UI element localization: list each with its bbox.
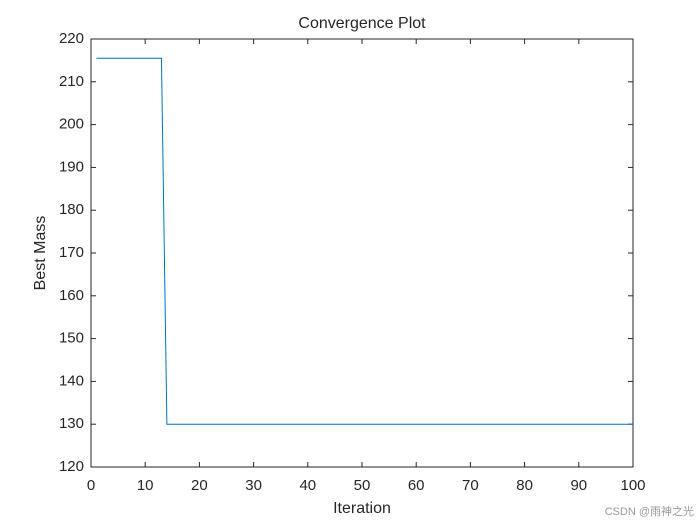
y-tick-label: 150 <box>59 330 84 347</box>
y-tick-label: 160 <box>59 287 84 304</box>
y-tick-label: 190 <box>59 158 84 175</box>
x-tick-label: 60 <box>408 477 425 494</box>
y-tick-label: 210 <box>59 73 84 90</box>
x-tick-label: 90 <box>570 477 587 494</box>
x-tick-label: 0 <box>87 477 95 494</box>
y-tick-label: 170 <box>59 244 84 261</box>
chart-title: Convergence Plot <box>298 15 426 32</box>
x-tick-label: 50 <box>354 477 371 494</box>
x-tick-label: 40 <box>299 477 316 494</box>
x-tick-label: 20 <box>191 477 208 494</box>
y-tick-label: 140 <box>59 372 84 389</box>
watermark: CSDN @雨神之光 <box>605 504 694 518</box>
x-tick-label: 10 <box>137 477 154 494</box>
x-tick-label: 80 <box>516 477 533 494</box>
x-tick-label: 100 <box>620 477 645 494</box>
x-axis-label: Iteration <box>333 500 391 517</box>
y-tick-label: 200 <box>59 116 84 133</box>
x-tick-label: 30 <box>245 477 262 494</box>
y-axis-label: Best Mass <box>32 216 49 291</box>
data-line <box>96 57 633 425</box>
y-tick-label: 130 <box>59 415 84 432</box>
y-tick-label: 220 <box>59 30 84 47</box>
y-tick-label: 180 <box>59 201 84 218</box>
y-tick-label: 120 <box>59 458 84 475</box>
x-tick-label: 70 <box>462 477 479 494</box>
